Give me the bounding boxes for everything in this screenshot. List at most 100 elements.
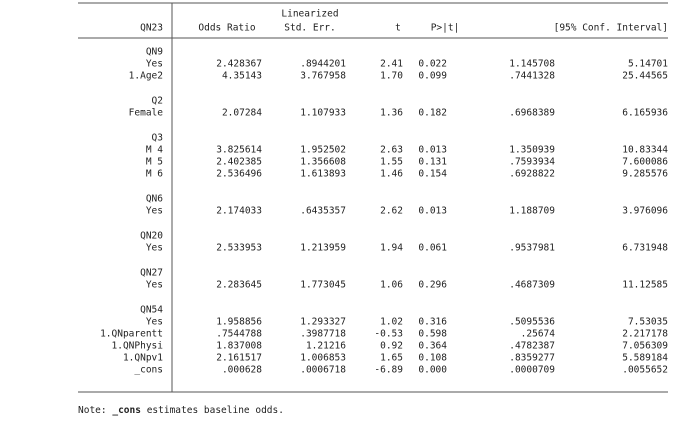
cell: 1.36	[380, 108, 403, 119]
cell: 0.364	[418, 341, 447, 352]
group-label: QN27	[140, 268, 163, 279]
row-label: Yes	[146, 206, 163, 217]
cell: 3.976096	[622, 206, 668, 217]
cell: .6968389	[509, 108, 555, 119]
cell: 2.428367	[216, 59, 262, 70]
column-header: [95% Conf. Interval]	[554, 23, 668, 34]
column-header: Odds Ratio	[198, 23, 255, 34]
cell: .0000709	[509, 365, 555, 376]
cell: .8359277	[509, 353, 555, 364]
cell: .25674	[521, 329, 556, 340]
row-label: Yes	[146, 280, 163, 291]
cell: 1.356608	[300, 157, 346, 168]
cell: 3.767958	[300, 71, 346, 82]
cell: 1.350939	[509, 145, 555, 156]
row-label: 1.Age2	[129, 71, 163, 82]
cell: 5.589184	[622, 353, 668, 364]
cell: .3987718	[300, 329, 346, 340]
row-label: Female	[129, 108, 164, 119]
cell: 0.108	[418, 353, 447, 364]
cell: 1.837008	[216, 341, 262, 352]
cell: 2.41	[380, 59, 403, 70]
cell: .9537981	[509, 243, 555, 254]
note-term: _cons	[112, 405, 141, 416]
cell: 11.12585	[622, 280, 668, 291]
group-label: QN9	[146, 47, 163, 58]
row-label: 1.QNPhysi	[112, 341, 164, 352]
cell: -6.89	[374, 365, 403, 376]
row-label: Yes	[146, 243, 163, 254]
group-label: QN20	[140, 231, 163, 242]
cell: 1.06	[380, 280, 403, 291]
cell: .6928822	[509, 169, 555, 180]
cell: 1.006853	[300, 353, 346, 364]
cell: .6435357	[300, 206, 346, 217]
cell: .7593934	[509, 157, 555, 168]
cell: 7.53035	[628, 317, 668, 328]
cell: 0.000	[418, 365, 447, 376]
cell: 0.131	[418, 157, 447, 168]
cell: .0006718	[300, 365, 346, 376]
cell: 3.825614	[216, 145, 262, 156]
cell: .000628	[222, 365, 262, 376]
group-label: QN54	[140, 305, 163, 316]
row-label: 1.QNparentt	[100, 329, 163, 340]
group-label: QN6	[146, 194, 163, 205]
cell: 0.296	[418, 280, 447, 291]
row-label: _cons	[134, 365, 163, 376]
cell: 2.217178	[622, 329, 668, 340]
row-label: Yes	[146, 59, 163, 70]
column-header: P>|t|	[431, 23, 460, 34]
cell: 1.213959	[300, 243, 346, 254]
column-header: t	[395, 23, 401, 34]
row-label: 1.QNpv1	[123, 353, 163, 364]
cell: .8944201	[300, 59, 346, 70]
cell: 0.154	[418, 169, 447, 180]
cell: 2.07284	[222, 108, 262, 119]
cell: 1.107933	[300, 108, 346, 119]
cell: 0.013	[418, 206, 447, 217]
column-header: QN23	[140, 23, 163, 34]
cell: 5.14701	[628, 59, 668, 70]
cell: 1.188709	[509, 206, 555, 217]
cell: 25.44565	[622, 71, 668, 82]
cell: 2.161517	[216, 353, 262, 364]
cell: 0.022	[418, 59, 447, 70]
cell: 1.958856	[216, 317, 262, 328]
cell: 2.536496	[216, 169, 262, 180]
cell: 2.174033	[216, 206, 262, 217]
cell: 1.70	[380, 71, 403, 82]
cell: .0055652	[622, 365, 668, 376]
cell: 2.63	[380, 145, 403, 156]
cell: .7441328	[509, 71, 555, 82]
cell: 0.182	[418, 108, 447, 119]
cell: 6.165936	[622, 108, 668, 119]
cell: .5095536	[509, 317, 555, 328]
cell: 1.145708	[509, 59, 555, 70]
cell: 1.55	[380, 157, 403, 168]
cell: 1.02	[380, 317, 403, 328]
note-prefix: Note:	[78, 405, 107, 416]
group-label: Q2	[152, 96, 163, 107]
group-label: Q3	[152, 133, 163, 144]
row-label: Yes	[146, 317, 163, 328]
note-text: estimates baseline odds.	[147, 405, 284, 416]
cell: .7544788	[216, 329, 262, 340]
cell: 2.533953	[216, 243, 262, 254]
cell: 1.21216	[306, 341, 346, 352]
cell: 1.46	[380, 169, 403, 180]
row-label: M 6	[146, 169, 163, 180]
cell: 0.061	[418, 243, 447, 254]
cell: 7.056309	[622, 341, 668, 352]
cell: -0.53	[374, 329, 403, 340]
cell: 7.600086	[622, 157, 668, 168]
header-top: Linearized	[281, 9, 338, 20]
cell: 0.316	[418, 317, 447, 328]
row-label: M 4	[146, 145, 163, 156]
cell: 0.013	[418, 145, 447, 156]
column-header: Std. Err.	[284, 23, 335, 34]
cell: 10.83344	[622, 145, 668, 156]
cell: 9.285576	[622, 169, 668, 180]
cell: 0.92	[380, 341, 403, 352]
